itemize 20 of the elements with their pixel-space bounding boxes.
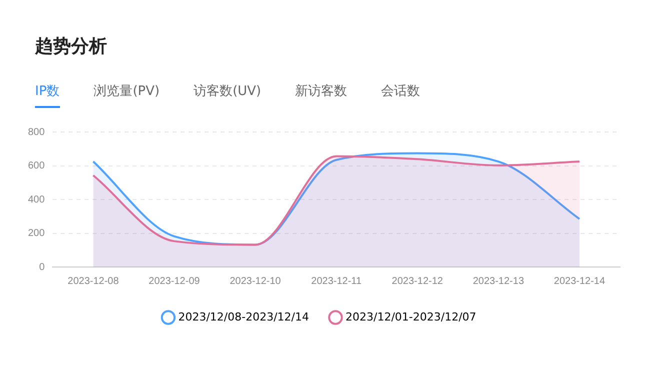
x-tick-label: 2023-12-09 (148, 276, 200, 287)
x-tick-label: 2023-12-10 (230, 276, 282, 287)
legend-label: 2023/12/08-2023/12/14 (178, 310, 310, 324)
legend-label: 2023/12/01-2023/12/07 (346, 310, 476, 324)
text: 新访客数 (295, 83, 348, 101)
x-tick-label: 2023-12-11 (311, 276, 362, 287)
x-tick-label: 2023-12-13 (472, 276, 524, 287)
text: IP数 (35, 83, 60, 101)
y-tick-label: 600 (28, 160, 46, 172)
text: 访客数(UV) (194, 83, 262, 101)
x-tick-label: 2023-12-08 (68, 276, 120, 287)
chart-title: 趋势分析 (35, 35, 107, 58)
text: 会话数 (381, 83, 420, 101)
y-tick-label: 800 (28, 126, 46, 138)
y-tick-label: 400 (28, 194, 46, 206)
y-tick-label: 0 (39, 262, 46, 273)
x-tick-label: 2023-12-12 (392, 276, 444, 287)
text: 浏览量(PV) (94, 83, 160, 101)
x-tick-label: 2023-12-14 (554, 276, 606, 287)
y-tick-label: 200 (28, 228, 46, 239)
